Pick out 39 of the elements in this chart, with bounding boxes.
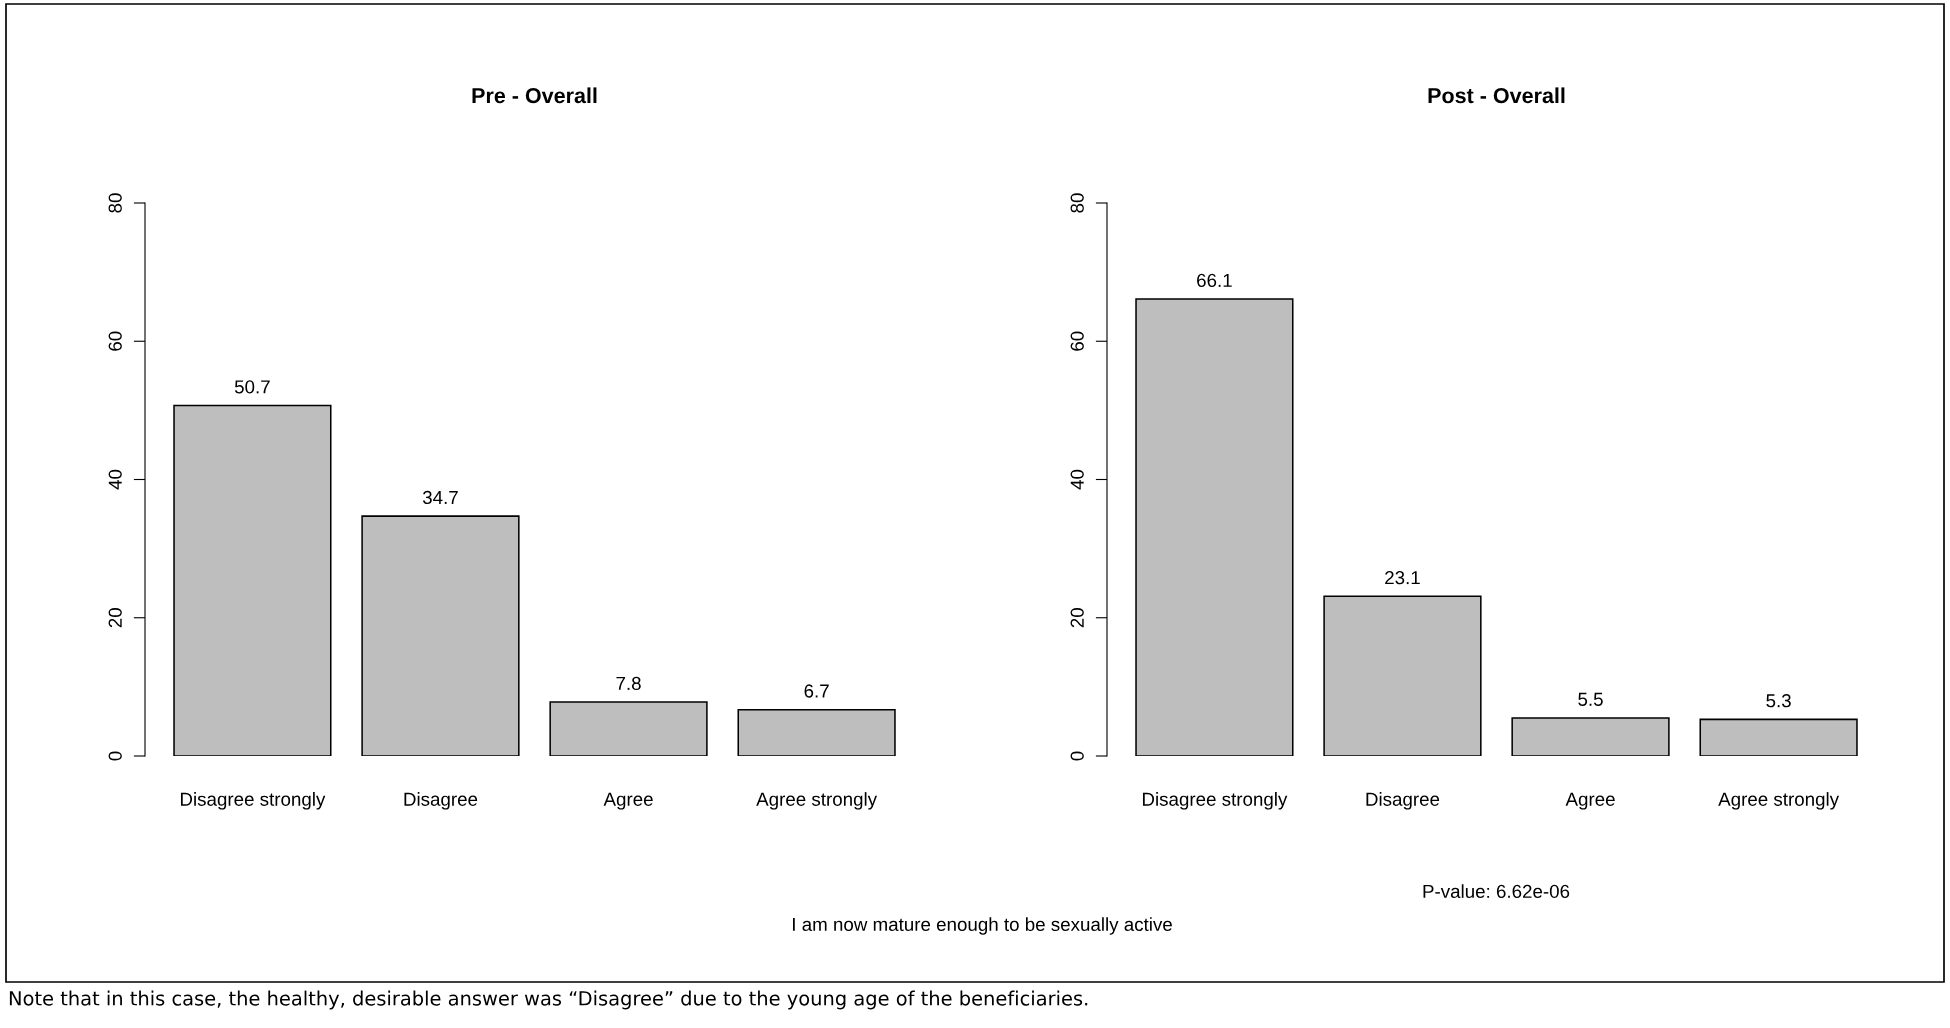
y-tick-label: 80: [1070, 193, 1084, 213]
x-tick-label: Disagree strongly: [180, 792, 326, 810]
y-tick-label: 40: [1070, 469, 1084, 490]
data-label: 5.3: [1766, 694, 1791, 708]
bar: [1699, 718, 1858, 756]
x-tick-label: Disagree: [404, 792, 478, 810]
chart-title: Post - Overall: [1428, 87, 1565, 104]
text: I am now mature enough to be sexually active: [793, 917, 1172, 935]
x-tick-label: Agree: [1565, 792, 1615, 810]
y-tick-label: 20: [1070, 608, 1084, 628]
bar: [1511, 717, 1670, 756]
x-tick-label: Agree strongly: [756, 792, 878, 810]
bar: [737, 708, 896, 756]
x-tick-label: Agree strongly: [1718, 792, 1840, 810]
data-label: 66.1: [1197, 273, 1232, 288]
data-label: 23.1: [1385, 571, 1420, 585]
data-label: 6.7: [804, 684, 829, 698]
y-tick-label: 80: [108, 193, 122, 213]
text: Note that in this case, the healthy, desirable answer was “Disagree” due to the young age of the beneficiaries.: [9, 990, 1088, 1010]
chart-title: Pre - Overall: [472, 87, 597, 104]
bar: [173, 404, 332, 756]
text: P-value: 6.62e-06: [1423, 884, 1570, 899]
data-label: 7.8: [616, 676, 641, 691]
x-tick-label: Disagree: [1366, 792, 1440, 810]
data-label: 5.5: [1578, 692, 1603, 706]
y-tick-label: 0: [1070, 751, 1084, 761]
x-tick-label: Disagree strongly: [1142, 792, 1288, 810]
x-tick-label: Agree: [603, 792, 653, 810]
data-label: 50.7: [234, 380, 270, 394]
y-tick-label: 20: [108, 608, 122, 628]
bar: [361, 515, 520, 756]
bar: [549, 701, 708, 756]
bar: [1323, 595, 1482, 756]
y-tick-label: 60: [1070, 331, 1084, 351]
y-tick-label: 0: [108, 751, 122, 761]
data-label: 34.7: [422, 490, 458, 505]
bar: [1135, 298, 1294, 756]
y-tick-label: 40: [108, 469, 122, 490]
y-tick-label: 60: [108, 331, 122, 351]
